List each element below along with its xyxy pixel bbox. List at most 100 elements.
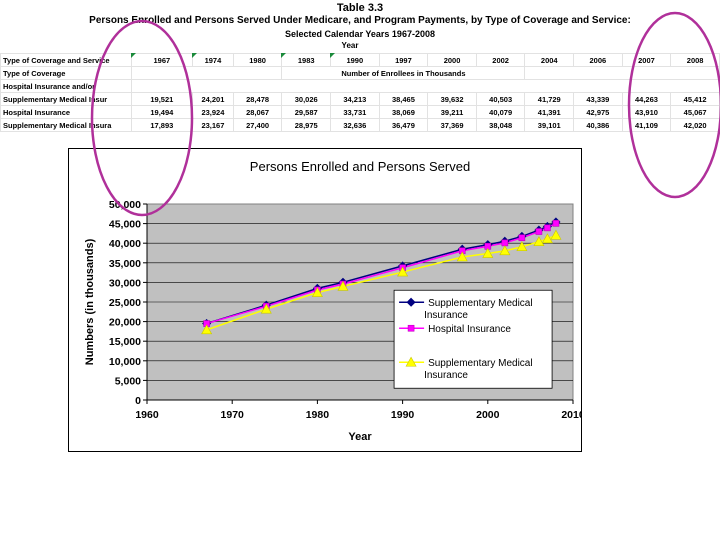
data-cell[interactable]: 19,521 bbox=[130, 92, 194, 106]
data-cell[interactable]: 41,391 bbox=[524, 105, 575, 119]
data-cell[interactable]: 40,503 bbox=[475, 92, 526, 106]
data-point bbox=[397, 266, 409, 277]
legend-marker bbox=[407, 324, 415, 332]
data-cell[interactable]: 23,924 bbox=[192, 105, 234, 119]
header-cell-year[interactable]: 1980 bbox=[232, 53, 283, 67]
data-cell[interactable]: 42,020 bbox=[670, 118, 720, 132]
data-cell[interactable]: 19,494 bbox=[130, 105, 194, 119]
y-tick-label: 0 bbox=[135, 395, 141, 407]
x-tick-label: 1970 bbox=[221, 409, 245, 421]
data-cell[interactable]: 23,167 bbox=[192, 118, 234, 132]
header-cell-year[interactable]: 2000 bbox=[427, 53, 477, 67]
header-cell-year[interactable]: 1997 bbox=[378, 53, 429, 67]
data-cell[interactable]: 45,412 bbox=[670, 92, 720, 106]
table-row: Supplementary Medical Insura 17,893 23,167… bbox=[0, 118, 720, 132]
header-cell-year[interactable]: 2004 bbox=[524, 53, 575, 67]
data-cell[interactable]: 40,079 bbox=[475, 105, 526, 119]
header-cell-year[interactable]: 1967 bbox=[130, 53, 194, 67]
data-point bbox=[482, 247, 494, 258]
y-tick-label: 20,000 bbox=[109, 317, 141, 329]
units-row: Type of Coverage Number of Enrollees in T… bbox=[0, 66, 720, 80]
data-cell[interactable]: 30,026 bbox=[281, 92, 332, 106]
table-row: Hospital Insurance 19,494 23,924 28,067 29,5… bbox=[0, 105, 720, 119]
data-point bbox=[544, 224, 551, 232]
units-cell[interactable]: Number of Enrollees in Thousands bbox=[281, 66, 526, 80]
chart-area[interactable]: Persons Enrolled and Persons Served 0 5,00… bbox=[68, 148, 585, 452]
legend-label: Hospital Insurance bbox=[428, 324, 511, 335]
data-cell[interactable]: 33,731 bbox=[330, 105, 380, 119]
row-label[interactable]: Hospital Insurance and/or bbox=[0, 79, 132, 93]
y-axis-label: Numbers (in thousands) bbox=[84, 238, 96, 365]
table-subtitle-years: Selected Calendar Years 1967-2008 bbox=[285, 29, 435, 39]
table-subtitle: Persons Enrolled and Persons Served Unde… bbox=[89, 15, 631, 26]
data-point bbox=[541, 233, 553, 244]
data-point bbox=[501, 239, 509, 247]
data-point bbox=[533, 236, 545, 246]
data-cell[interactable]: 39,632 bbox=[427, 92, 477, 106]
header-cell-year[interactable]: 1983 bbox=[281, 53, 332, 67]
header-cell-label[interactable]: Type of Coverage and Service bbox=[0, 53, 132, 67]
comment-marker-icon bbox=[281, 53, 286, 58]
data-point bbox=[550, 229, 562, 240]
data-cell[interactable]: 45,067 bbox=[670, 105, 720, 119]
chart-title: Persons Enrolled and Persons Served bbox=[250, 159, 470, 174]
data-cell[interactable]: 39,101 bbox=[524, 118, 575, 132]
data-point bbox=[201, 324, 213, 335]
legend-marker bbox=[405, 356, 417, 367]
comment-marker-icon bbox=[192, 53, 197, 58]
x-tick-label: 2010 bbox=[561, 409, 581, 421]
data-cell[interactable]: 28,975 bbox=[281, 118, 332, 132]
data-cell[interactable]: 41,729 bbox=[524, 92, 575, 106]
data-cell[interactable]: 38,048 bbox=[475, 118, 526, 132]
data-cell[interactable]: 43,910 bbox=[621, 105, 672, 119]
row-label[interactable]: Supplementary Medical Insura bbox=[0, 118, 132, 132]
row-label[interactable]: Supplementary Medical Insur bbox=[0, 92, 132, 106]
data-cell[interactable]: 43,339 bbox=[573, 92, 623, 106]
empty-cell[interactable] bbox=[130, 79, 720, 93]
data-cell[interactable]: 36,479 bbox=[378, 118, 429, 132]
data-cell[interactable]: 40,386 bbox=[573, 118, 623, 132]
x-axis-label: Year bbox=[348, 431, 372, 443]
data-cell[interactable]: 38,069 bbox=[378, 105, 429, 119]
header-cell-year[interactable]: 2002 bbox=[475, 53, 526, 67]
header-cell-year[interactable]: 1990 bbox=[330, 53, 380, 67]
data-cell[interactable]: 37,369 bbox=[427, 118, 477, 132]
data-cell[interactable]: 39,211 bbox=[427, 105, 477, 119]
y-tick-label: 10,000 bbox=[109, 356, 141, 368]
x-tick-label: 1960 bbox=[135, 409, 159, 421]
table-row: Hospital Insurance and/or bbox=[0, 79, 720, 93]
row-label[interactable]: Type of Coverage bbox=[0, 66, 132, 80]
header-cell-year[interactable]: 2008 bbox=[670, 53, 720, 67]
table-title: Table 3.3 bbox=[336, 2, 384, 14]
data-cell[interactable]: 42,975 bbox=[573, 105, 623, 119]
empty-cell[interactable] bbox=[524, 66, 720, 80]
data-cell[interactable]: 34,213 bbox=[330, 92, 380, 106]
year-header: Year bbox=[341, 41, 359, 50]
row-label[interactable]: Hospital Insurance bbox=[0, 105, 132, 119]
header-row: Type of Coverage and Service 1967 1974 1980… bbox=[0, 53, 720, 67]
data-cell[interactable]: 24,201 bbox=[192, 92, 234, 106]
header-cell-year[interactable]: 1974 bbox=[192, 53, 234, 67]
data-point bbox=[260, 303, 272, 314]
data-cell[interactable]: 41,109 bbox=[621, 118, 672, 132]
legend-box bbox=[393, 289, 553, 389]
data-cell[interactable]: 32,636 bbox=[330, 118, 380, 132]
data-point bbox=[499, 245, 511, 256]
data-point bbox=[535, 228, 543, 235]
y-tick-label: 30,000 bbox=[109, 277, 141, 289]
data-point bbox=[456, 251, 468, 262]
empty-cell[interactable] bbox=[130, 66, 283, 80]
data-cell[interactable]: 27,400 bbox=[232, 118, 283, 132]
header-cell-year[interactable]: 2007 bbox=[621, 53, 672, 67]
y-tick-label: 15,000 bbox=[109, 336, 141, 348]
header-cell-year[interactable]: 2006 bbox=[573, 53, 623, 67]
spreadsheet-table: Type of Coverage and Service 1967 1974 1980… bbox=[0, 53, 720, 132]
y-tick-label: 40,000 bbox=[109, 238, 141, 250]
data-cell[interactable]: 28,478 bbox=[232, 92, 283, 106]
data-cell[interactable]: 29,587 bbox=[281, 105, 332, 119]
data-cell[interactable]: 28,067 bbox=[232, 105, 283, 119]
data-cell[interactable]: 17,893 bbox=[130, 118, 194, 132]
data-cell[interactable]: 44,263 bbox=[621, 92, 672, 106]
legend-marker bbox=[406, 297, 416, 307]
data-cell[interactable]: 38,465 bbox=[378, 92, 429, 106]
